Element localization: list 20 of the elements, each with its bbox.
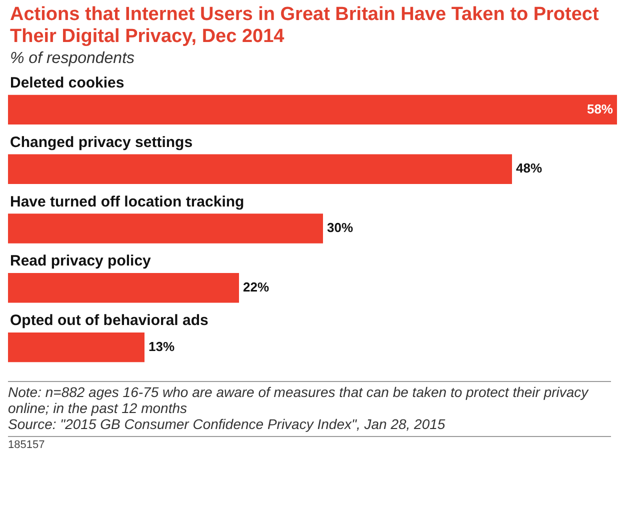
y-tick-label: Opted out of behavioral ads bbox=[10, 312, 208, 330]
data-label: 13% bbox=[148, 338, 175, 354]
y-tick-label: Deleted cookies bbox=[10, 74, 124, 92]
y-tick-label: Read privacy policy bbox=[10, 252, 152, 270]
data-label: 48% bbox=[516, 160, 542, 176]
bar bbox=[8, 214, 323, 244]
bar bbox=[8, 94, 617, 125]
bar bbox=[8, 332, 144, 362]
source-note: Source: "2015 GB Consumer Confidence Privacy Index", Jan 28, 2015 bbox=[8, 416, 446, 432]
text: Note: n=882 ages 16-75 who are aware of measures that can be taken to protect their privacy online; in the past 12 months bbox=[8, 384, 590, 416]
data-label: 30% bbox=[327, 220, 354, 236]
y-tick-label: Have turned off location tracking bbox=[10, 193, 244, 210]
data-label: 58% bbox=[586, 101, 614, 116]
bar bbox=[8, 154, 512, 184]
data-label: 22% bbox=[243, 279, 270, 294]
chart-subtitle: % of respondents bbox=[9, 49, 136, 69]
bar bbox=[8, 273, 239, 303]
y-tick-label: Changed privacy settings bbox=[10, 134, 193, 151]
chart-title: Actions that Internet Users in Great Britain Have Taken to Protect Their Digital Privacy, Dec 2014 bbox=[9, 3, 600, 48]
text: 185157 bbox=[8, 436, 611, 451]
